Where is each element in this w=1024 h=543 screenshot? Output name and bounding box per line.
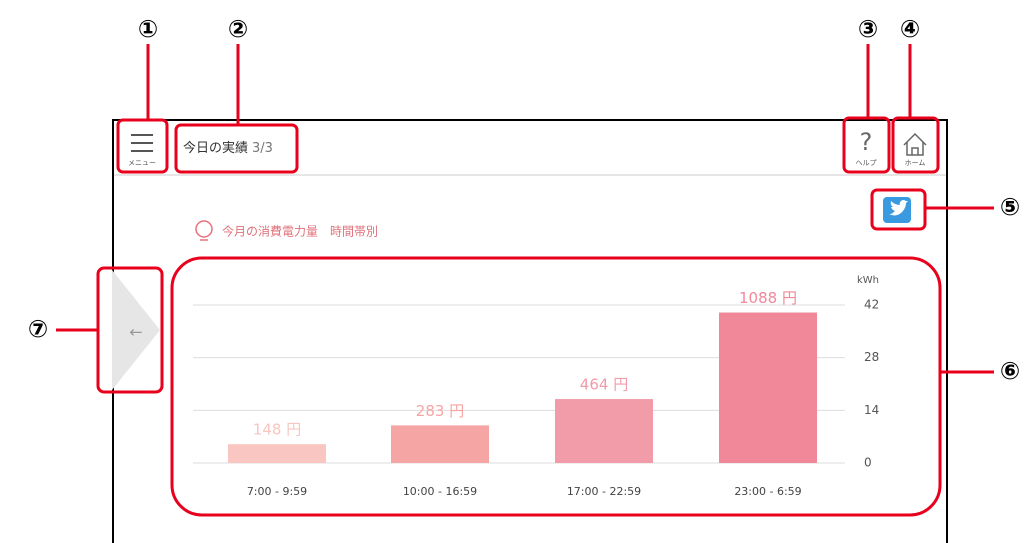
plot: 0 14 28 42 148 円 7:00 - 9:59 283 円 10:00 - 16:5… — [193, 289, 879, 498]
callout-number: ② — [228, 15, 248, 43]
back-button[interactable] — [112, 270, 160, 390]
bar-annotation: 148 円 — [253, 421, 301, 439]
bar — [228, 444, 326, 463]
twitter-bird — [889, 200, 908, 216]
bar — [719, 312, 817, 463]
y-axis-label: kWh — [857, 275, 879, 286]
device-frame — [112, 119, 948, 543]
callout-number: ① — [138, 15, 158, 43]
x-tick-label: 17:00 - 22:59 — [567, 485, 641, 498]
annotation-boxes — [56, 44, 994, 517]
bar — [555, 399, 653, 463]
callout-number: ⑦ — [28, 315, 48, 343]
callout-number: ⑤ — [1000, 193, 1020, 221]
page-title: 今日の実績 3/3 — [183, 140, 273, 156]
help-label: ヘルプ — [856, 159, 877, 167]
menu-icon[interactable] — [131, 134, 153, 152]
title-text: 今日の実績 — [183, 140, 248, 156]
home-label: ホーム — [905, 159, 926, 167]
bulb-icon — [195, 220, 213, 238]
x-tick-label: 23:00 - 6:59 — [734, 485, 801, 498]
y-tick-label: 14 — [864, 403, 879, 417]
home-icon[interactable] — [903, 132, 927, 156]
bar-annotation: 1088 円 — [739, 289, 797, 307]
y-tick-label: 42 — [864, 298, 879, 312]
bar-annotation: 464 円 — [580, 376, 628, 394]
back-arrow: ← — [129, 323, 142, 342]
bar-annotation: 283 円 — [416, 402, 464, 420]
callout-number: ③ — [858, 15, 878, 43]
x-tick-label: 7:00 - 9:59 — [247, 485, 307, 498]
page-count: 3/3 — [252, 141, 273, 156]
callout-number: ④ — [900, 15, 920, 43]
menu-label: メニュー — [128, 159, 156, 167]
callout-number: ⑥ — [1000, 357, 1020, 385]
bar — [391, 425, 489, 463]
y-tick-label: 0 — [864, 456, 872, 470]
help-icon[interactable]: ? — [860, 128, 873, 156]
y-tick-label: 28 — [864, 350, 879, 364]
chart-title: 今月の消費電力量 時間帯別 — [222, 224, 378, 239]
x-tick-label: 10:00 - 16:59 — [403, 485, 477, 498]
